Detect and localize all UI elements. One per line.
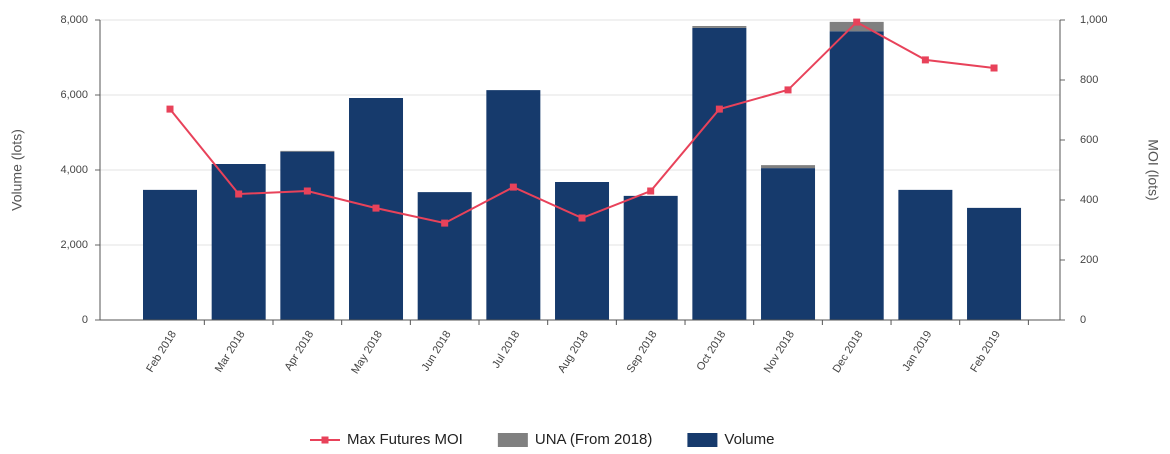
marker <box>921 56 929 64</box>
marker <box>647 187 655 195</box>
bar <box>417 192 472 320</box>
marker <box>853 18 861 26</box>
legend-label: UNA (From 2018) <box>535 431 653 448</box>
x-tick-label: Dec 2018 <box>831 329 866 375</box>
x-tick-label: Jul 2018 <box>490 329 522 371</box>
y2-tick-label: 600 <box>1080 134 1098 146</box>
marker <box>441 219 449 227</box>
bar <box>898 189 953 320</box>
y-tick-label: 2,000 <box>60 239 88 251</box>
x-tick-label: Apr 2018 <box>283 329 317 373</box>
bar <box>211 164 266 320</box>
x-tick-label: Feb 2018 <box>144 329 179 375</box>
bar <box>761 165 816 169</box>
bar <box>692 27 747 320</box>
bar <box>692 26 747 28</box>
x-tick-label: Jan 2019 <box>900 329 934 374</box>
marker <box>166 105 174 113</box>
y2-tick-label: 1,000 <box>1080 14 1108 26</box>
y2-tick-label: 0 <box>1080 314 1086 326</box>
bar <box>623 195 678 320</box>
legend-marker <box>321 436 329 444</box>
y-tick-label: 4,000 <box>60 164 88 176</box>
bar <box>829 31 884 320</box>
bar <box>143 189 197 320</box>
legend-swatch <box>687 433 718 447</box>
bar <box>761 168 816 320</box>
legend-label: Volume <box>724 431 774 448</box>
y-tick-label: 6,000 <box>60 89 88 101</box>
bar <box>829 21 884 32</box>
bar <box>280 151 335 320</box>
marker <box>715 105 723 113</box>
bar <box>967 207 1022 320</box>
marker <box>990 64 998 72</box>
y2-tick-label: 200 <box>1080 254 1098 266</box>
x-tick-label: Aug 2018 <box>556 329 591 375</box>
y-tick-label: 0 <box>82 314 88 326</box>
marker <box>509 183 517 191</box>
x-tick-label: Nov 2018 <box>762 329 797 375</box>
marker <box>372 204 380 212</box>
legend-swatch <box>497 433 528 447</box>
y2-tick-label: 800 <box>1080 74 1098 86</box>
x-tick-label: Feb 2019 <box>968 329 1003 375</box>
y-tick-label: 8,000 <box>60 14 88 26</box>
x-tick-label: Sep 2018 <box>625 329 660 375</box>
bar <box>280 150 335 152</box>
x-tick-label: Jun 2018 <box>420 329 454 374</box>
y-axis-label: Volume (lots) <box>9 129 25 211</box>
x-tick-label: May 2018 <box>349 329 385 376</box>
legend-label: Max Futures MOI <box>347 431 463 448</box>
y2-axis-label: MOI (lots) <box>1145 139 1161 200</box>
marker <box>235 190 243 198</box>
x-tick-label: Mar 2018 <box>213 329 248 375</box>
bar <box>555 182 610 320</box>
marker <box>578 214 586 222</box>
marker <box>303 187 311 195</box>
y2-tick-label: 400 <box>1080 194 1098 206</box>
bar <box>486 90 541 320</box>
x-tick-label: Oct 2018 <box>695 329 729 373</box>
marker <box>784 86 792 94</box>
